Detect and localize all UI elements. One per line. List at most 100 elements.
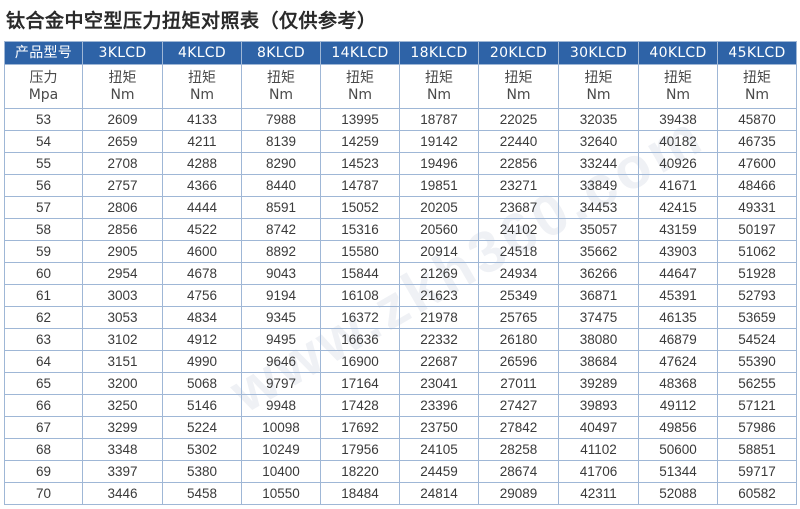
torque-cell: 23271	[478, 174, 559, 197]
torque-cell: 8591	[241, 196, 321, 219]
torque-label: 扭矩	[108, 69, 137, 86]
torque-cell: 7988	[241, 108, 321, 131]
model-header: 18KLCD	[399, 41, 479, 65]
torque-cell: 50600	[638, 438, 718, 461]
pressure-cell: 69	[4, 460, 83, 483]
torque-cell: 22025	[478, 108, 559, 131]
torque-cell: 4990	[162, 350, 242, 373]
torque-cell: 58851	[717, 438, 797, 461]
torque-cell: 39289	[558, 372, 639, 395]
torque-cell: 24934	[478, 262, 559, 285]
pressure-cell: 62	[4, 306, 83, 329]
torque-cell: 4522	[162, 218, 242, 241]
pressure-cell: 58	[4, 218, 83, 241]
torque-cell: 25349	[478, 284, 559, 307]
torque-cell: 15844	[320, 262, 400, 285]
torque-cell: 26180	[478, 328, 559, 351]
torque-cell: 2856	[82, 218, 163, 241]
torque-cell: 22856	[478, 152, 559, 175]
torque-cell: 16372	[320, 306, 400, 329]
torque-cell: 33244	[558, 152, 639, 175]
torque-cell: 57986	[717, 416, 797, 439]
torque-cell: 41102	[558, 438, 639, 461]
torque-cell: 10098	[241, 416, 321, 439]
torque-cell: 5224	[162, 416, 242, 439]
model-header: 45KLCD	[717, 41, 797, 65]
torque-cell: 2708	[82, 152, 163, 175]
torque-cell: 15316	[320, 218, 400, 241]
torque-cell: 39438	[638, 108, 718, 131]
pressure-unit: Mpa	[28, 86, 59, 103]
model-header: 3KLCD	[82, 41, 163, 65]
torque-cell: 3446	[82, 482, 163, 505]
torque-cell: 28258	[478, 438, 559, 461]
table-row: 59 2905 4600 8892 15580 20914 24518 35662 43903 5…	[4, 240, 797, 263]
torque-cell: 20205	[399, 196, 479, 219]
torque-cell: 10550	[241, 482, 321, 505]
torque-cell: 40182	[638, 130, 718, 153]
table-row: 67 3299 5224 10098 17692 23750 27842 40497 49856…	[4, 416, 797, 439]
torque-cell: 48466	[717, 174, 797, 197]
torque-cell: 38080	[558, 328, 639, 351]
torque-label: 扭矩	[425, 69, 453, 86]
torque-unit: Nm	[506, 86, 531, 103]
torque-cell: 35057	[558, 218, 639, 241]
torque-label: 扭矩	[346, 69, 374, 86]
pressure-cell: 55	[4, 152, 83, 175]
torque-cell: 3003	[82, 284, 163, 307]
pressure-cell: 54	[4, 130, 83, 153]
torque-cell: 54524	[717, 328, 797, 351]
table-row: 62 3053 4834 9345 16372 21978 25765 37475 46135 5…	[4, 306, 797, 329]
pressure-unit-cell: 压力 Mpa	[4, 64, 83, 109]
torque-cell: 2609	[82, 108, 163, 131]
torque-cell: 32035	[558, 108, 639, 131]
torque-cell: 19142	[399, 130, 479, 153]
torque-cell: 5146	[162, 394, 242, 417]
torque-cell: 9495	[241, 328, 321, 351]
torque-cell: 27011	[478, 372, 559, 395]
torque-cell: 9345	[241, 306, 321, 329]
torque-label: 扭矩	[664, 69, 692, 86]
torque-cell: 36266	[558, 262, 639, 285]
torque-cell: 41706	[558, 460, 639, 483]
torque-unit: Nm	[268, 86, 294, 103]
torque-cell: 4756	[162, 284, 242, 307]
torque-cell: 8892	[241, 240, 321, 263]
torque-unit: Nm	[426, 86, 452, 103]
torque-cell: 5458	[162, 482, 242, 505]
pressure-cell: 65	[4, 372, 83, 395]
table-row: 66 3250 5146 9948 17428 23396 27427 39893 49112 5…	[4, 394, 797, 417]
torque-label: 扭矩	[584, 69, 613, 86]
torque-cell: 34453	[558, 196, 639, 219]
torque-cell: 40926	[638, 152, 718, 175]
torque-cell: 52793	[717, 284, 797, 307]
torque-cell: 3053	[82, 306, 163, 329]
torque-cell: 38684	[558, 350, 639, 373]
torque-cell: 23750	[399, 416, 479, 439]
torque-cell: 57121	[717, 394, 797, 417]
torque-cell: 4834	[162, 306, 242, 329]
torque-cell: 42415	[638, 196, 718, 219]
table-row: 54 2659 4211 8139 14259 19142 22440 32640 40182 4…	[4, 130, 797, 153]
model-header: 4KLCD	[162, 41, 242, 65]
torque-cell: 46135	[638, 306, 718, 329]
table-row: 69 3397 5380 10400 18220 24459 28674 41706 51344…	[4, 460, 797, 483]
torque-cell: 16636	[320, 328, 400, 351]
torque-cell: 41671	[638, 174, 718, 197]
table-row: 60 2954 4678 9043 15844 21269 24934 36266 44647 5…	[4, 262, 797, 285]
torque-cell: 51344	[638, 460, 718, 483]
torque-cell: 10400	[241, 460, 321, 483]
pressure-cell: 70	[4, 482, 83, 505]
torque-unit: Nm	[665, 86, 691, 103]
torque-cell: 59717	[717, 460, 797, 483]
torque-unit-cell: 扭矩 Nm	[478, 64, 559, 109]
torque-cell: 2757	[82, 174, 163, 197]
torque-cell: 47600	[717, 152, 797, 175]
torque-table: 产品型号 3KLCD 4KLCD 8KLCD 14KLCD 18KLCD 20KLCD 30…	[4, 41, 797, 505]
torque-unit-cell: 扭矩 Nm	[162, 64, 242, 109]
torque-cell: 4600	[162, 240, 242, 263]
torque-unit-cell: 扭矩 Nm	[320, 64, 400, 109]
table-row: 64 3151 4990 9646 16900 22687 26596 38684 47624 5…	[4, 350, 797, 373]
torque-cell: 3250	[82, 394, 163, 417]
model-header: 14KLCD	[320, 41, 400, 65]
